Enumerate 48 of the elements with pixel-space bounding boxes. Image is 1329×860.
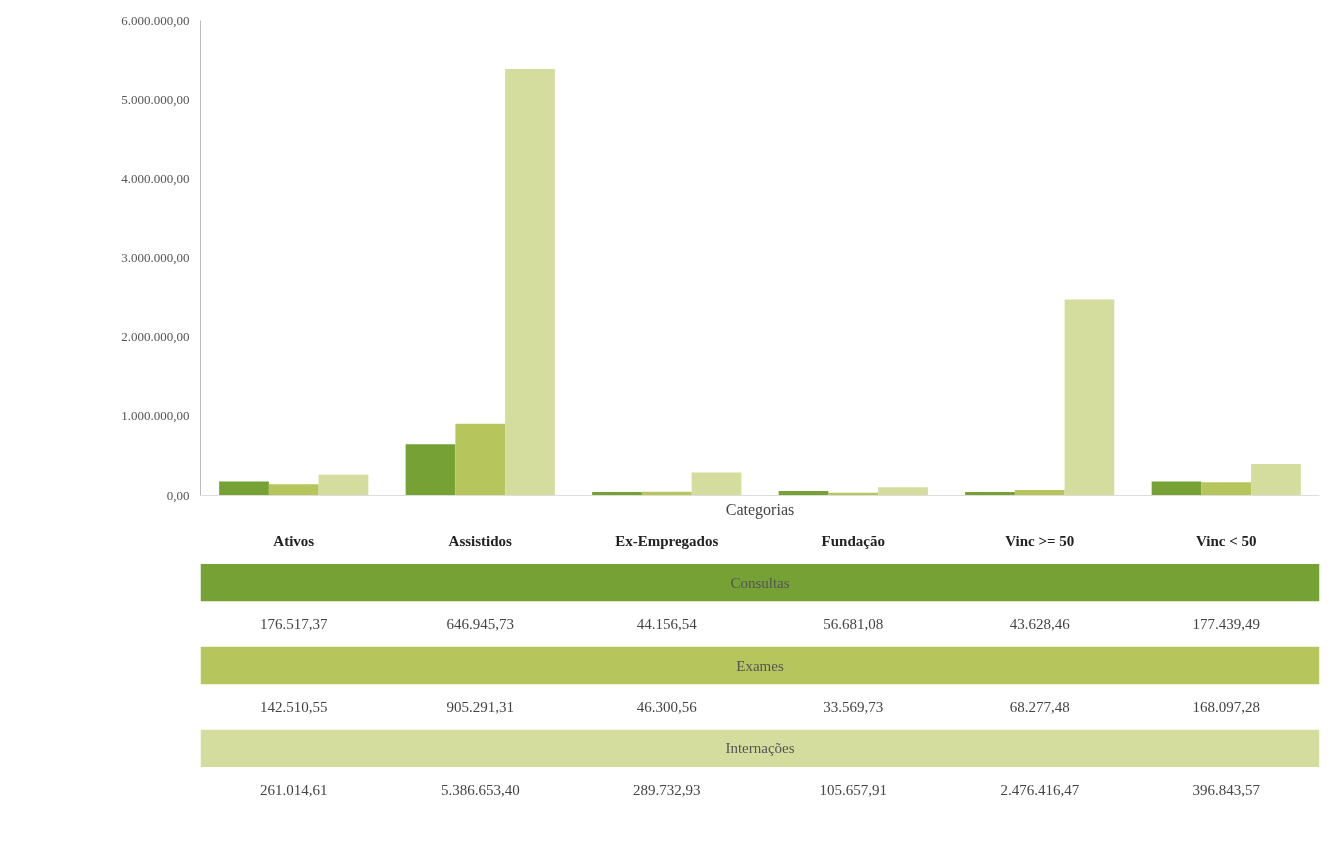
data-label: 177.439,49 [1192,616,1260,633]
bar [1064,299,1115,496]
bar [505,69,555,496]
bar [1151,481,1202,496]
data-label: 396.843,57 [1192,781,1261,798]
data-label: 68.277,48 [1009,698,1070,715]
x-tick-label: Vinc >= 50 [1005,533,1075,550]
data-label: 289.732,93 [633,781,701,798]
x-tick-label: Assistidos [448,533,513,550]
data-label: 2.476.416,47 [1000,781,1080,798]
data-label: 261.014,61 [260,781,328,798]
text: Internações [725,740,795,757]
data-label: 56.681,08 [823,616,884,633]
y-tick-label: 2.000.000,00 [121,329,190,345]
text: Consultas [730,574,790,591]
y-tick-label: 6.000.000,00 [121,12,190,28]
x-axis-title: Categorias [725,500,795,519]
y-tick-label: 4.000.000,00 [121,170,190,186]
data-label: 168.097,28 [1192,698,1260,715]
bar [219,481,269,496]
data-label: 43.628,46 [1009,616,1071,633]
bar [318,474,369,496]
bar [1014,490,1065,496]
bar [1201,482,1252,496]
data-label: 905.291,31 [446,698,514,715]
bar [1251,464,1301,496]
y-tick-label: 0,00 [166,487,190,503]
x-tick-label: Ex-Empregados [615,533,719,550]
data-label: 646.945,73 [446,616,514,633]
x-tick-label: Vinc < 50 [1196,533,1257,550]
bar [268,484,319,496]
data-label: 44.156,54 [636,616,698,633]
y-tick-label: 3.000.000,00 [121,250,190,265]
data-label: 105.657,91 [819,781,887,798]
data-label: 46.300,56 [636,698,698,715]
x-tick-label: Fundação [821,533,885,550]
y-tick-label: 1.000.000,00 [121,408,190,424]
bar [405,444,456,496]
bar [691,472,742,496]
text: Exames [736,657,784,674]
data-label: 33.569,73 [823,698,884,715]
y-tick-label: 5.000.000,00 [121,91,190,107]
data-label: 5.386.653,40 [440,781,520,798]
bar [878,487,928,496]
x-tick-label: Ativos [273,533,315,550]
data-label: 142.510,55 [260,698,328,715]
data-label: 176.517,37 [260,616,328,633]
bar [455,423,506,496]
